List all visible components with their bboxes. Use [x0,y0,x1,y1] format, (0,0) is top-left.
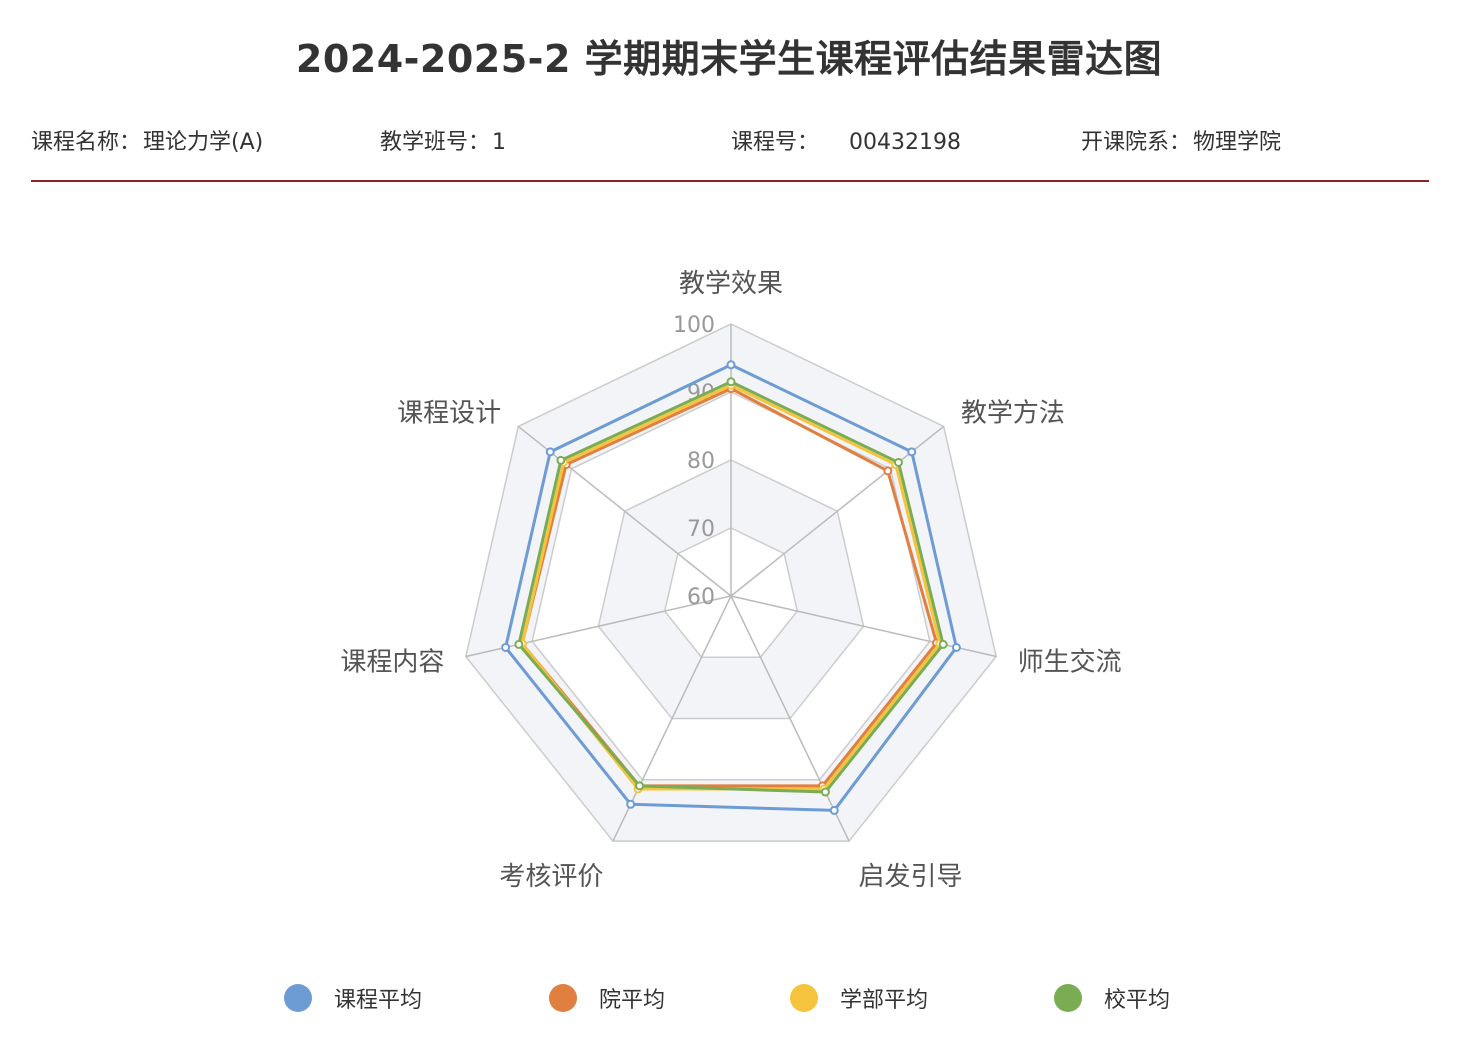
course-number-value: 00432198 [849,130,961,155]
course-number-field: 课程号： 00432198 [731,124,961,156]
radar-indicator-label: 教学方法 [961,399,1065,429]
class-number-value: 1 [492,130,507,155]
radar-series-point[interactable] [514,639,524,649]
radar-ring [663,527,799,659]
course-name-value: 理论力学(A) [143,130,264,155]
radar-ring [597,459,865,720]
radar-series-point[interactable] [726,360,736,370]
radar-indicator-label: 课程内容 [340,647,444,677]
legend-item[interactable]: 校平均 [1054,980,1170,1016]
radar-series-point[interactable] [907,447,917,457]
radar-series [501,360,961,815]
radar-series-point[interactable] [893,457,903,467]
radar-series-point[interactable] [726,377,736,387]
radar-indicator-label: 师生交流 [1018,647,1122,677]
radar-ring [531,391,931,781]
radar-indicator-label: 教学效果 [679,269,783,299]
radar-series-point[interactable] [883,466,893,476]
legend-marker [284,984,312,1012]
radar-spoke [730,595,997,658]
legend-item[interactable]: 课程平均 [284,980,422,1016]
course-number-label: 课程号： [731,130,820,155]
radar-axis-lines [465,324,997,842]
department-label: 开课院系： [1081,130,1192,155]
radar-series-point[interactable] [626,799,636,809]
legend-label: 学部平均 [840,988,929,1013]
radar-tick-label: 60 [687,585,715,610]
header-divider [31,180,1429,182]
radar-series-point[interactable] [501,642,511,652]
radar-spoke [612,595,732,842]
legend-label: 校平均 [1104,988,1171,1013]
legend-marker [549,984,577,1012]
radar-series [514,377,948,797]
department-field: 开课院系：物理学院 [1081,124,1281,156]
radar-indicator-label: 启发引导 [859,862,963,892]
radar-series-point[interactable] [545,447,555,457]
radar-series-point[interactable] [951,642,961,652]
radar-tick-label: 100 [673,313,715,338]
radar-series-point[interactable] [556,455,566,465]
legend-item[interactable]: 院平均 [549,980,665,1016]
legend-label: 课程平均 [334,988,423,1013]
radar-series-point[interactable] [829,805,839,815]
legend-item[interactable]: 学部平均 [790,980,928,1016]
department-value: 物理学院 [1193,130,1282,155]
radar-series-line [504,363,958,812]
legend-marker [1054,984,1082,1012]
radar-series-line [517,380,945,794]
radar-tick-label: 70 [687,517,715,542]
legend: 课程平均 院平均 学部平均 校平均 [0,980,1458,1016]
radar-spoke [730,425,945,597]
radar-indicator-label: 考核评价 [499,862,603,892]
radar-grid-rings [465,323,997,842]
radar-series-group [501,360,961,815]
radar-spoke [465,595,732,658]
radar-tick-label: 80 [687,449,715,474]
radar-indicator-label: 课程设计 [397,399,501,429]
radar-series-point[interactable] [820,787,830,797]
class-number-field: 教学班号：1 [380,124,506,156]
class-number-label: 教学班号： [380,130,491,155]
legend-marker [790,984,818,1012]
radar-series-point[interactable] [938,639,948,649]
radar-series-line [520,387,939,788]
radar-spoke [517,425,732,597]
radar-spoke [730,595,850,842]
page-title: 2024-2025-2 学期期末学生课程评估结果雷达图 [295,37,1163,81]
legend-label: 院平均 [599,988,666,1013]
course-name-field: 课程名称：理论力学(A) [31,124,263,156]
radar-series-point[interactable] [635,781,645,791]
course-name-label: 课程名称： [31,130,142,155]
radar-ring [465,323,997,842]
